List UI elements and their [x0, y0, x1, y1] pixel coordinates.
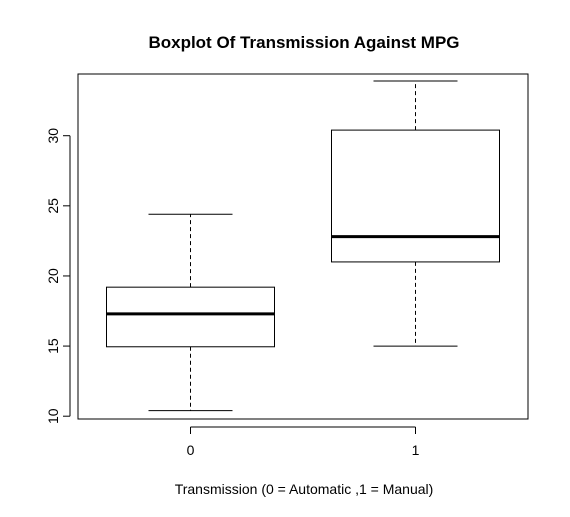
box-iqr [331, 129, 500, 263]
x-axis-label: Transmission (0 = Automatic ,1 = Manual) [175, 481, 434, 497]
boxes-layer [106, 80, 500, 412]
chart-title: Boxplot Of Transmission Against MPG [148, 33, 459, 52]
box-group-1 [331, 80, 500, 347]
x-tick-label: 1 [412, 442, 420, 458]
y-tick-label: 10 [45, 408, 61, 424]
y-tick-label: 20 [45, 268, 61, 284]
y-tick-label: 25 [45, 198, 61, 214]
y-tick-label: 15 [45, 338, 61, 354]
box-iqr [106, 286, 275, 348]
x-tick-label: 0 [187, 442, 195, 458]
plot-frame [77, 73, 529, 420]
y-axis: 10 15 20 25 30 [45, 128, 71, 424]
y-tick-label: 30 [45, 128, 61, 144]
box-group-0 [106, 213, 275, 412]
